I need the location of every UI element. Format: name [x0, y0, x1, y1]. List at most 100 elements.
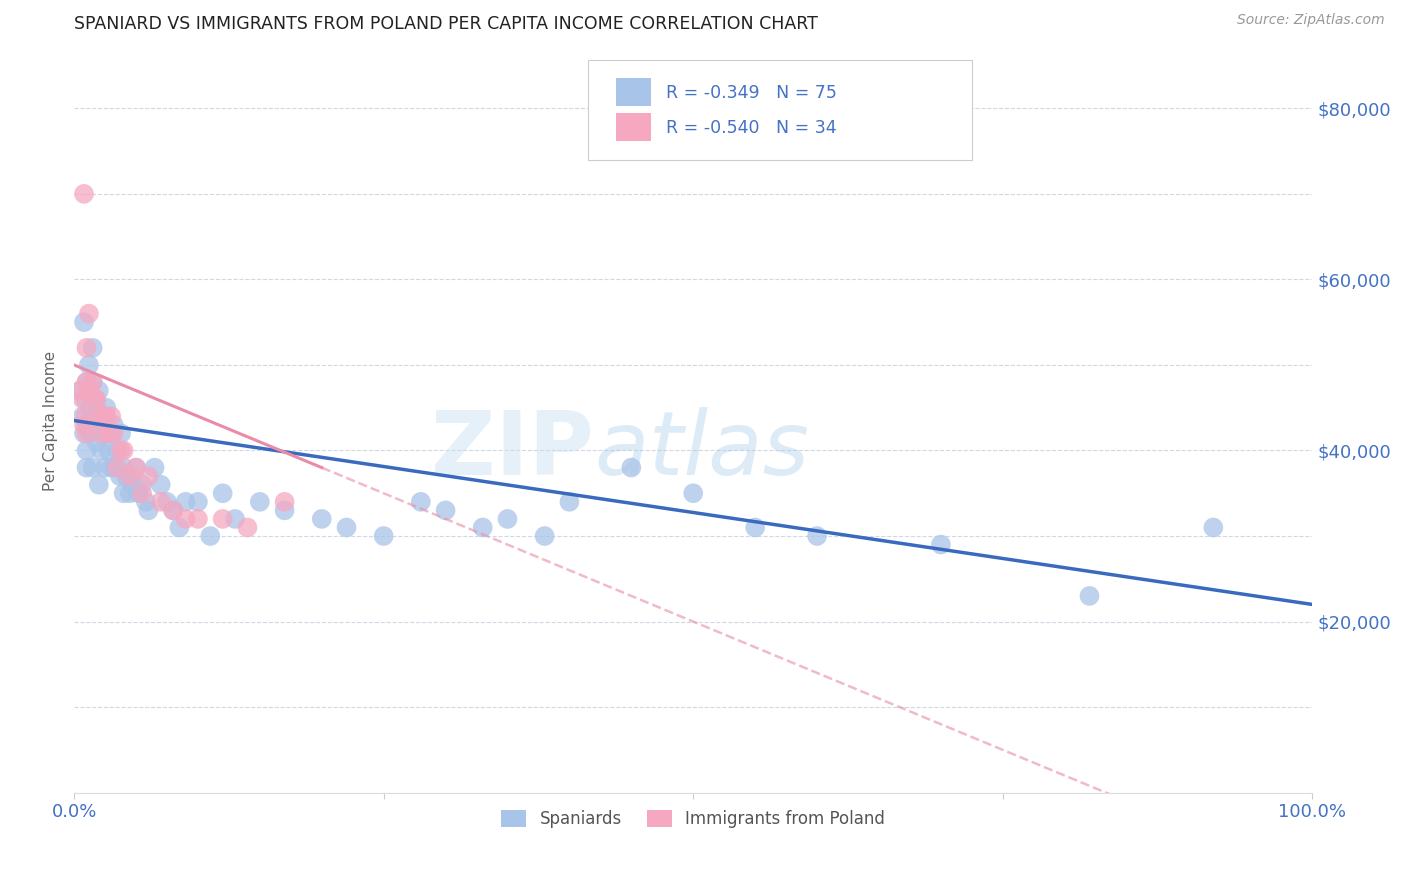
Point	[90, 443, 112, 458]
Point	[143, 460, 166, 475]
Point	[496, 512, 519, 526]
Point	[82, 409, 104, 424]
Y-axis label: Per Capita Income: Per Capita Income	[44, 351, 58, 491]
Point	[373, 529, 395, 543]
Point	[169, 520, 191, 534]
Point	[335, 520, 357, 534]
Point	[72, 392, 94, 406]
Point	[273, 495, 295, 509]
Point	[112, 486, 135, 500]
Legend: Spaniards, Immigrants from Poland: Spaniards, Immigrants from Poland	[494, 802, 893, 837]
Point	[82, 375, 104, 389]
Point	[174, 495, 197, 509]
Point	[73, 426, 96, 441]
FancyBboxPatch shape	[616, 113, 651, 142]
Point	[115, 469, 138, 483]
Point	[125, 460, 148, 475]
Text: Source: ZipAtlas.com: Source: ZipAtlas.com	[1237, 13, 1385, 28]
Point	[127, 486, 149, 500]
Point	[86, 392, 108, 406]
Point	[249, 495, 271, 509]
Point	[211, 512, 233, 526]
Point	[162, 503, 184, 517]
Point	[108, 469, 131, 483]
Point	[87, 384, 110, 398]
Point	[86, 434, 108, 449]
Point	[84, 417, 107, 432]
Point	[97, 443, 120, 458]
Point	[533, 529, 555, 543]
Point	[434, 503, 457, 517]
Point	[135, 495, 157, 509]
Point	[112, 460, 135, 475]
Point	[73, 417, 96, 432]
Point	[86, 401, 108, 415]
Point	[72, 409, 94, 424]
Point	[929, 538, 952, 552]
Point	[682, 486, 704, 500]
Point	[76, 426, 98, 441]
Point	[187, 512, 209, 526]
Point	[409, 495, 432, 509]
Point	[75, 409, 97, 424]
Point	[76, 443, 98, 458]
Text: R = -0.349   N = 75: R = -0.349 N = 75	[666, 84, 837, 102]
Point	[82, 460, 104, 475]
Point	[131, 486, 153, 500]
Point	[138, 469, 160, 483]
Point	[76, 341, 98, 355]
Point	[806, 529, 828, 543]
Point	[471, 520, 494, 534]
Point	[76, 375, 98, 389]
Point	[121, 477, 143, 491]
Point	[744, 520, 766, 534]
Point	[82, 341, 104, 355]
Point	[90, 426, 112, 441]
Point	[149, 495, 172, 509]
Point	[87, 409, 110, 424]
Point	[236, 520, 259, 534]
Point	[69, 384, 91, 398]
Point	[91, 417, 114, 432]
Point	[103, 417, 125, 432]
Point	[84, 392, 107, 406]
Text: SPANIARD VS IMMIGRANTS FROM POLAND PER CAPITA INCOME CORRELATION CHART: SPANIARD VS IMMIGRANTS FROM POLAND PER C…	[75, 15, 818, 33]
Point	[79, 401, 101, 415]
Point	[96, 426, 118, 441]
Point	[187, 495, 209, 509]
Point	[107, 443, 129, 458]
Point	[90, 409, 112, 424]
Point	[76, 375, 98, 389]
Point	[100, 460, 122, 475]
Point	[100, 426, 122, 441]
Point	[273, 503, 295, 517]
Point	[112, 443, 135, 458]
Point	[87, 477, 110, 491]
Point	[94, 460, 117, 475]
Point	[94, 426, 117, 441]
Point	[107, 460, 129, 475]
Point	[1202, 520, 1225, 534]
Point	[149, 477, 172, 491]
Point	[131, 477, 153, 491]
Text: atlas: atlas	[595, 408, 808, 493]
FancyBboxPatch shape	[588, 60, 972, 160]
Point	[224, 512, 246, 526]
Point	[1078, 589, 1101, 603]
Point	[125, 460, 148, 475]
Point	[76, 460, 98, 475]
Point	[79, 426, 101, 441]
FancyBboxPatch shape	[616, 78, 651, 106]
Point	[211, 486, 233, 500]
Point	[84, 392, 107, 406]
Point	[77, 307, 100, 321]
Point	[79, 384, 101, 398]
Point	[162, 503, 184, 517]
Point	[76, 417, 98, 432]
Point	[104, 460, 127, 475]
Point	[311, 512, 333, 526]
Point	[96, 409, 118, 424]
Text: ZIP: ZIP	[432, 407, 595, 494]
Point	[118, 486, 141, 500]
Point	[118, 469, 141, 483]
